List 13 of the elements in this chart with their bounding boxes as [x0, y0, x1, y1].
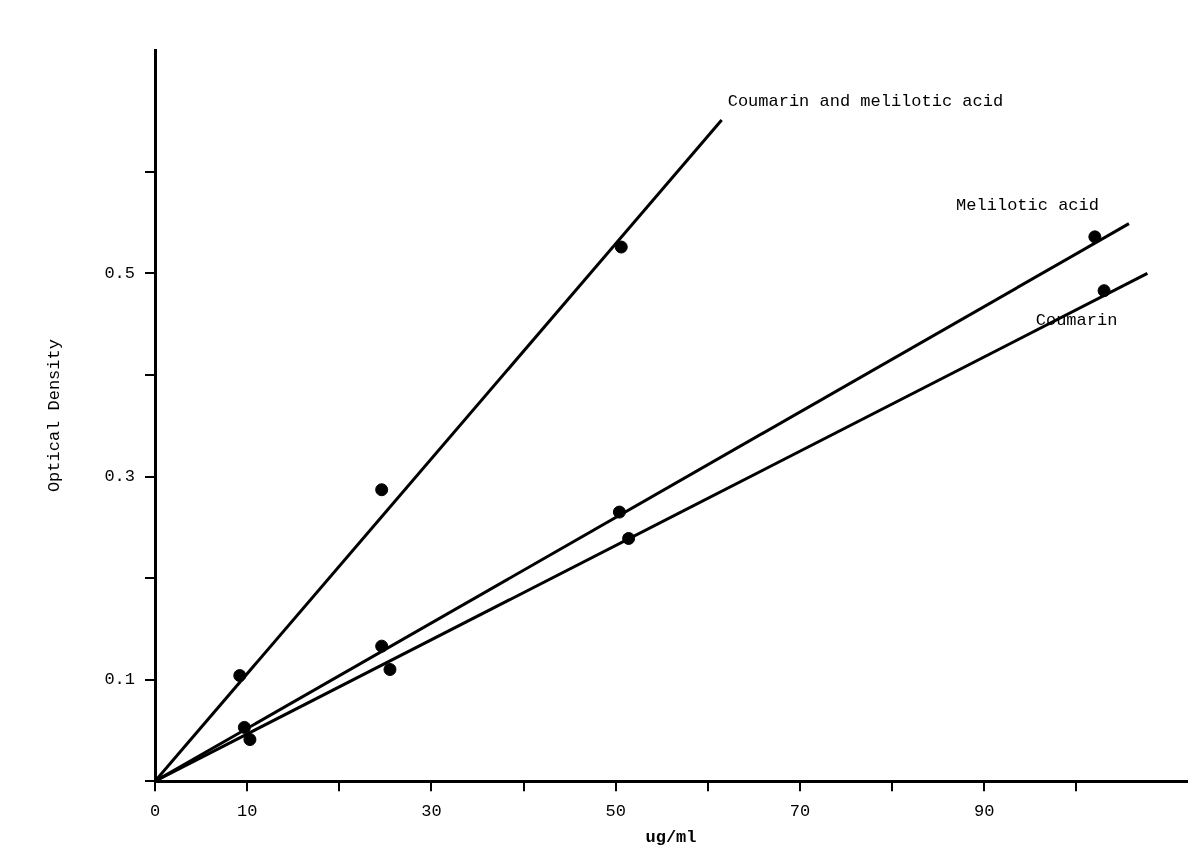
x-tick-label: 0	[149, 801, 161, 821]
y-tick-label: 0.3	[104, 467, 135, 487]
x-tick-label: 90	[974, 801, 995, 821]
x-tick-label: 50	[605, 801, 626, 821]
series-label: Melilotic acid	[956, 195, 1099, 215]
y-tick-label: 0.1	[104, 670, 135, 690]
series-label: Coumarin and melilotic acid	[727, 92, 1004, 112]
y-tick-label: 0.5	[104, 263, 135, 283]
x-tick-label: 70	[789, 801, 811, 821]
x-tick-label: 10	[236, 801, 258, 821]
x-tick-label: 30	[421, 801, 442, 821]
x-axis-title: ug/ml	[645, 828, 697, 848]
y-axis-title: Optical Density	[44, 339, 64, 493]
